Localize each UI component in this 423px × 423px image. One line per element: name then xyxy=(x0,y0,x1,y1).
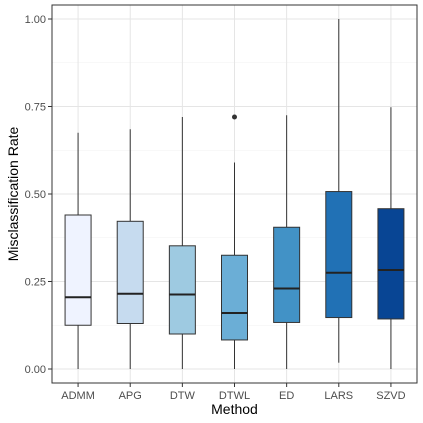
outlier-point xyxy=(232,114,237,120)
box-szvd xyxy=(377,107,405,369)
x-tick-label: DTWL xyxy=(219,390,250,402)
x-tick-label: ADMM xyxy=(61,390,95,402)
box-ed xyxy=(273,115,301,369)
box-lars xyxy=(325,19,353,363)
y-tick-label: 1.00 xyxy=(25,14,46,26)
box-body xyxy=(377,208,405,320)
box-apg xyxy=(116,129,144,369)
x-tick-label: APG xyxy=(119,390,142,402)
box-dtw xyxy=(168,117,196,369)
x-tick-label: DTW xyxy=(170,390,196,402)
y-tick-label: 0.00 xyxy=(25,364,46,376)
x-axis-ticks: ADMM APG DTW DTWL ED LARS SZVD xyxy=(61,383,406,402)
box-body xyxy=(64,214,92,326)
y-tick-label: 0.50 xyxy=(25,189,46,201)
x-tick-label: ED xyxy=(279,390,294,402)
box-series xyxy=(64,19,405,369)
box-body xyxy=(325,191,353,319)
x-tick-label: LARS xyxy=(324,390,353,402)
box-body xyxy=(168,245,196,335)
box-body xyxy=(221,254,248,341)
box-dtwl xyxy=(221,114,248,369)
x-axis-title: Method xyxy=(211,401,258,417)
y-axis-title: Misclassification Rate xyxy=(5,126,21,261)
x-tick-label: SZVD xyxy=(376,390,405,402)
box-body xyxy=(273,226,301,323)
y-tick-label: 0.75 xyxy=(25,102,46,114)
y-tick-label: 0.25 xyxy=(25,277,46,289)
y-axis-ticks: 0.00 0.25 0.50 0.75 1.00 xyxy=(25,14,52,376)
box-body xyxy=(116,220,144,324)
box-admm xyxy=(64,132,92,369)
